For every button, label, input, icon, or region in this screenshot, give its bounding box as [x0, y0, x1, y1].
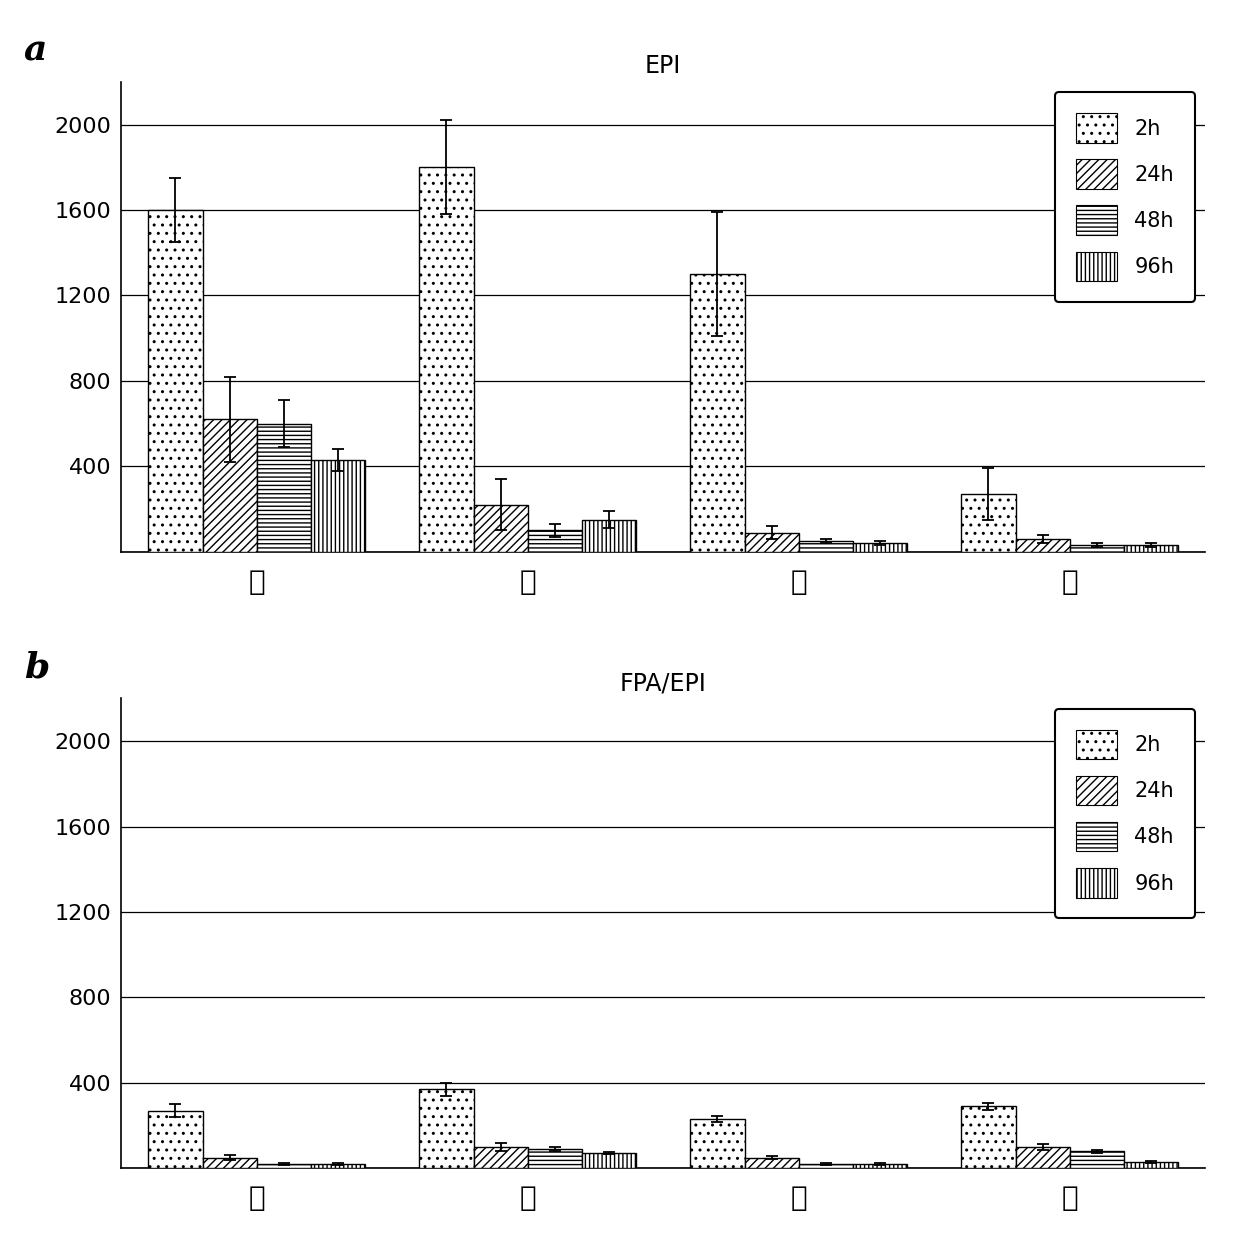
Bar	[1123, 1162, 1178, 1168]
Bar	[1070, 1151, 1123, 1168]
Bar	[691, 274, 744, 551]
Legend: 2h, 24h, 48h, 96h: 2h, 24h, 48h, 96h	[1055, 708, 1195, 918]
Bar	[202, 419, 257, 551]
Bar	[149, 209, 202, 551]
Bar	[149, 1111, 202, 1168]
Bar	[474, 505, 528, 551]
Bar	[419, 1090, 474, 1168]
Title: EPI: EPI	[645, 55, 682, 79]
Bar	[311, 1163, 365, 1168]
Bar	[744, 1157, 799, 1168]
Bar	[582, 520, 636, 551]
Bar	[1070, 545, 1123, 551]
Legend: 2h, 24h, 48h, 96h: 2h, 24h, 48h, 96h	[1055, 92, 1195, 302]
Bar	[799, 541, 853, 551]
Text: b: b	[24, 650, 48, 685]
Bar	[961, 1106, 1016, 1168]
Bar	[799, 1163, 853, 1168]
Bar	[961, 494, 1016, 551]
Bar	[853, 544, 908, 551]
Bar	[582, 1153, 636, 1168]
Bar	[528, 1148, 582, 1168]
Bar	[257, 1163, 311, 1168]
Bar	[1123, 545, 1178, 551]
Bar	[853, 1163, 908, 1168]
Bar	[1016, 539, 1070, 551]
Text: a: a	[24, 34, 47, 67]
Bar	[202, 1157, 257, 1168]
Bar	[311, 460, 365, 551]
Bar	[528, 530, 582, 551]
Bar	[1016, 1147, 1070, 1168]
Bar	[474, 1147, 528, 1168]
Bar	[691, 1119, 744, 1168]
Title: FPA/EPI: FPA/EPI	[620, 671, 707, 695]
Bar	[419, 167, 474, 551]
Bar	[744, 532, 799, 551]
Bar	[257, 424, 311, 551]
